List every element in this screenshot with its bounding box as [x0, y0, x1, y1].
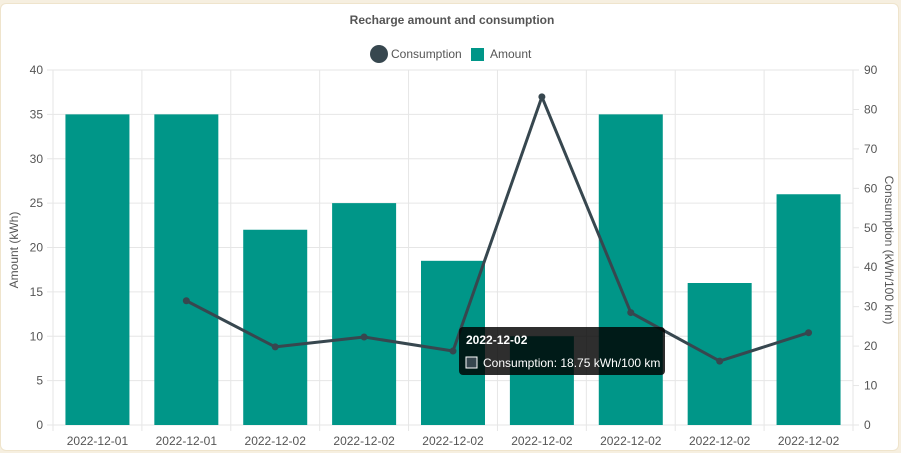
amount-bar — [776, 194, 841, 425]
y-left-tick-label: 15 — [30, 285, 44, 299]
tooltip-swatch — [465, 356, 478, 369]
y-right-tick-label: 70 — [864, 142, 878, 156]
x-tick-label: 2022-12-02 — [511, 434, 573, 448]
y-right-tick-label: 90 — [864, 63, 878, 77]
legend-consumption-swatch — [370, 45, 388, 63]
consumption-line-path — [185, 95, 810, 363]
tooltip-title: 2022-12-02 — [466, 333, 528, 347]
tooltip-box — [459, 327, 665, 375]
legend[interactable]: Consumption Amount — [370, 45, 532, 63]
y-left-tick-label: 30 — [30, 152, 44, 166]
y-right-tick-label: 60 — [864, 181, 878, 195]
y-right-tick-label: 30 — [864, 300, 878, 314]
amount-bar — [243, 229, 308, 425]
x-tick-label: 2022-12-02 — [689, 434, 751, 448]
x-tick-label: 2022-12-02 — [778, 434, 840, 448]
amount-bars — [65, 114, 841, 425]
amount-bar — [332, 203, 397, 425]
y-right-tick-label: 40 — [864, 260, 878, 274]
consumption-point — [449, 347, 457, 355]
consumption-point — [271, 343, 279, 351]
consumption-point — [716, 357, 724, 365]
y-left-tick-label: 40 — [30, 63, 44, 77]
consumption-point — [360, 333, 368, 341]
consumption-point — [627, 309, 635, 317]
tooltip-label: Consumption: 18.75 kWh/100 km — [483, 356, 660, 370]
legend-amount-swatch — [471, 48, 484, 61]
y-left-tick-label: 35 — [30, 107, 44, 121]
x-tick-label: 2022-12-02 — [245, 434, 307, 448]
consumption-point — [805, 329, 813, 337]
legend-item-consumption[interactable]: Consumption — [370, 45, 462, 63]
consumption-point — [182, 297, 190, 305]
y-right-tick-label: 20 — [864, 339, 878, 353]
y-left-tick-label: 20 — [30, 241, 44, 255]
y-left-tick-label: 5 — [36, 374, 43, 388]
x-tick-label: 2022-12-02 — [600, 434, 662, 448]
x-tick-label: 2022-12-01 — [67, 434, 129, 448]
consumption-line — [182, 93, 813, 365]
amount-bar — [65, 114, 130, 425]
y-right-axis-title: Consumption (kWh/100 km) — [882, 176, 896, 325]
chart-title: Recharge amount and consumption — [350, 13, 555, 27]
chart-canvas: Recharge amount and consumption Consumpt… — [7, 13, 896, 448]
consumption-point — [538, 93, 546, 101]
y-left-tick-label: 25 — [30, 196, 44, 210]
y-right-tick-label: 80 — [864, 102, 878, 116]
legend-amount-label: Amount — [490, 47, 532, 61]
y-right-tick-label: 0 — [864, 418, 871, 432]
x-tick-label: 2022-12-02 — [422, 434, 484, 448]
amount-bar — [598, 114, 663, 425]
y-left-tick-label: 0 — [36, 418, 43, 432]
legend-consumption-label: Consumption — [391, 47, 462, 61]
y-left-tick-label: 10 — [30, 329, 44, 343]
y-left-axis-title: Amount (kWh) — [7, 212, 21, 289]
x-tick-label: 2022-12-02 — [333, 434, 395, 448]
axis-ticks: 0 5 10 15 20 25 30 35 40 0 10 20 30 40 50 60 70 80 90 2022-… — [30, 63, 878, 448]
legend-item-amount[interactable]: Amount — [471, 47, 532, 61]
y-right-tick-label: 10 — [864, 379, 878, 393]
y-right-tick-label: 50 — [864, 221, 878, 235]
tooltip: 2022-12-02 Consumption: 18.75 kWh/100 km — [459, 327, 665, 375]
amount-bar — [154, 114, 219, 425]
x-tick-label: 2022-12-01 — [156, 434, 218, 448]
chart-card: Recharge amount and consumption Consumpt… — [0, 3, 899, 451]
